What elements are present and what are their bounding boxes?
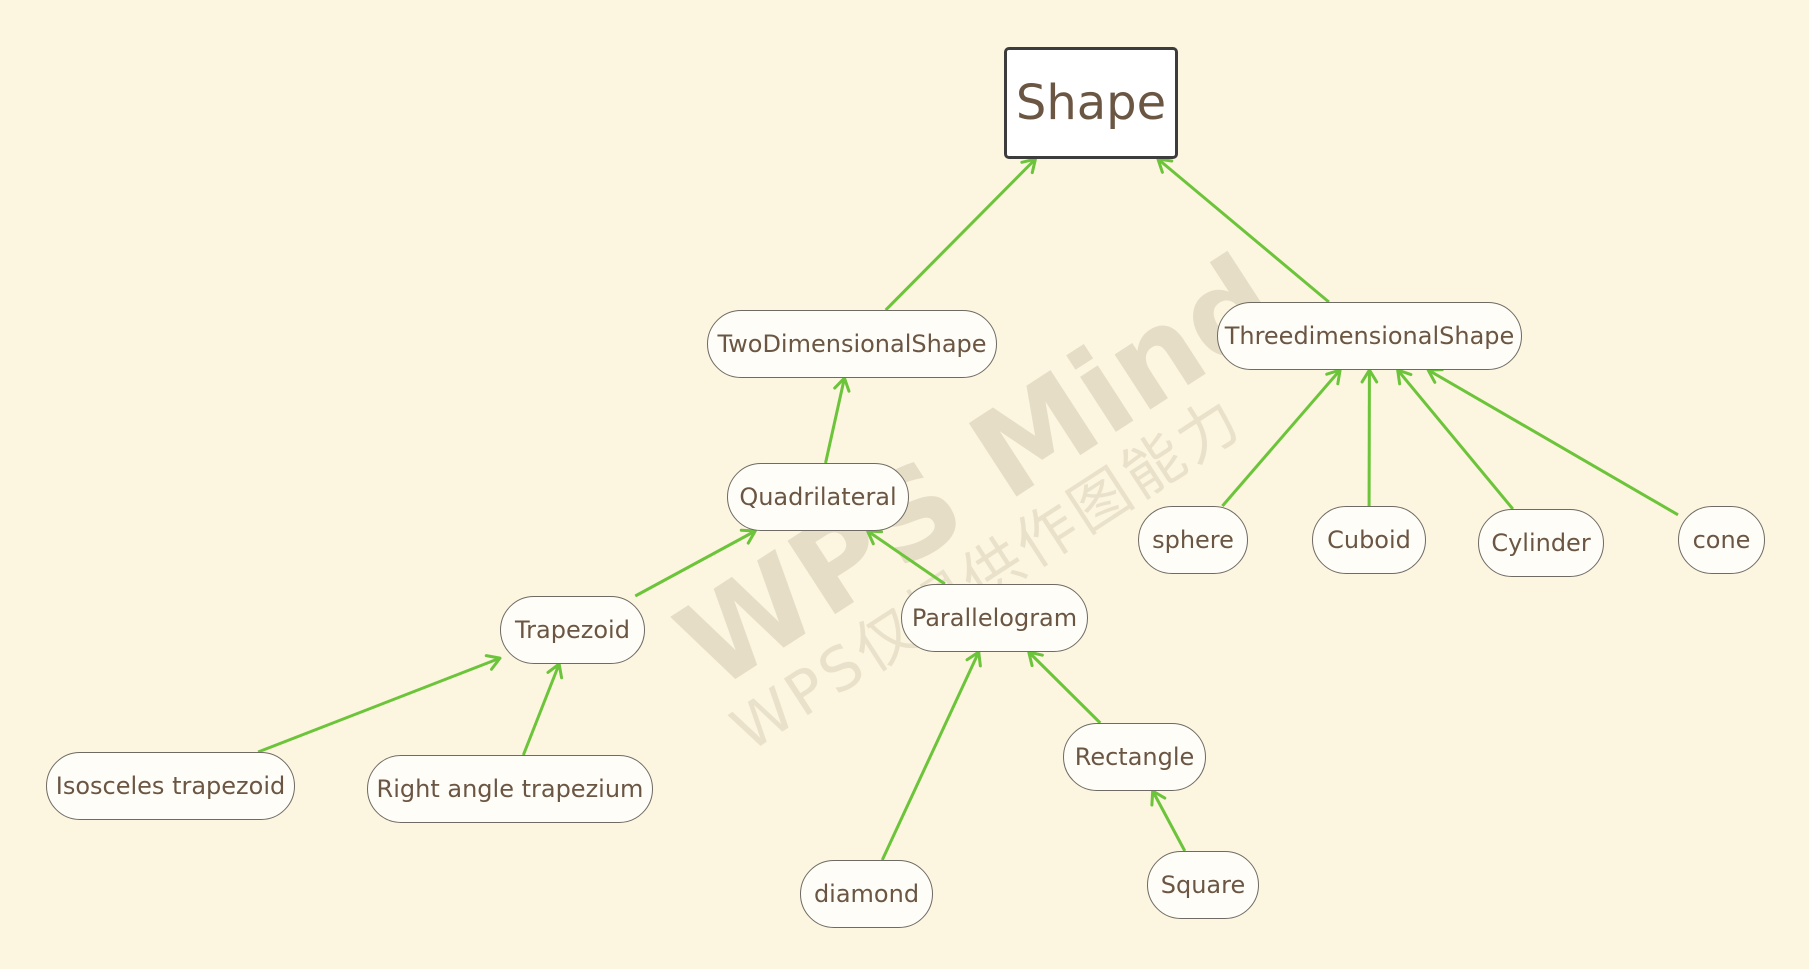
- edge-isosceles-trapezoid-to-trapezoid: [258, 658, 500, 752]
- node-right-angle-trapezium[interactable]: Right angle trapezium: [367, 755, 653, 823]
- edge-parallelogram-to-quadrilateral: [868, 531, 945, 584]
- edge-right-angle-trapezium-to-trapezoid: [523, 664, 559, 755]
- edge-two-dimensional-shape-to-shape: [886, 159, 1036, 310]
- edge-cylinder-to-threedimensional-shape: [1398, 370, 1513, 509]
- node-two-dimensional-shape[interactable]: TwoDimensionalShape: [707, 310, 997, 378]
- node-square[interactable]: Square: [1147, 851, 1259, 919]
- edge-square-to-rectangle: [1153, 791, 1185, 851]
- node-parallelogram[interactable]: Parallelogram: [901, 584, 1088, 652]
- node-sphere[interactable]: sphere: [1138, 506, 1248, 574]
- node-cylinder[interactable]: Cylinder: [1478, 509, 1604, 577]
- node-cuboid[interactable]: Cuboid: [1312, 506, 1426, 574]
- edge-sphere-to-threedimensional-shape: [1222, 370, 1340, 506]
- node-cone[interactable]: cone: [1678, 506, 1765, 574]
- node-diamond[interactable]: diamond: [800, 860, 933, 928]
- edge-quadrilateral-to-two-dimensional-shape: [826, 378, 845, 463]
- node-threedimensional-shape[interactable]: ThreedimensionalShape: [1217, 302, 1522, 370]
- edge-diamond-to-parallelogram: [882, 652, 978, 860]
- node-rectangle[interactable]: Rectangle: [1063, 723, 1206, 791]
- edge-cone-to-threedimensional-shape: [1428, 370, 1678, 515]
- node-isosceles-trapezoid[interactable]: Isosceles trapezoid: [46, 752, 295, 820]
- edge-threedimensional-shape-to-shape: [1158, 159, 1329, 302]
- node-shape[interactable]: Shape: [1004, 47, 1178, 159]
- node-quadrilateral[interactable]: Quadrilateral: [727, 463, 909, 531]
- node-trapezoid[interactable]: Trapezoid: [500, 596, 645, 664]
- edge-rectangle-to-parallelogram: [1029, 652, 1101, 723]
- edge-trapezoid-to-quadrilateral: [635, 531, 755, 596]
